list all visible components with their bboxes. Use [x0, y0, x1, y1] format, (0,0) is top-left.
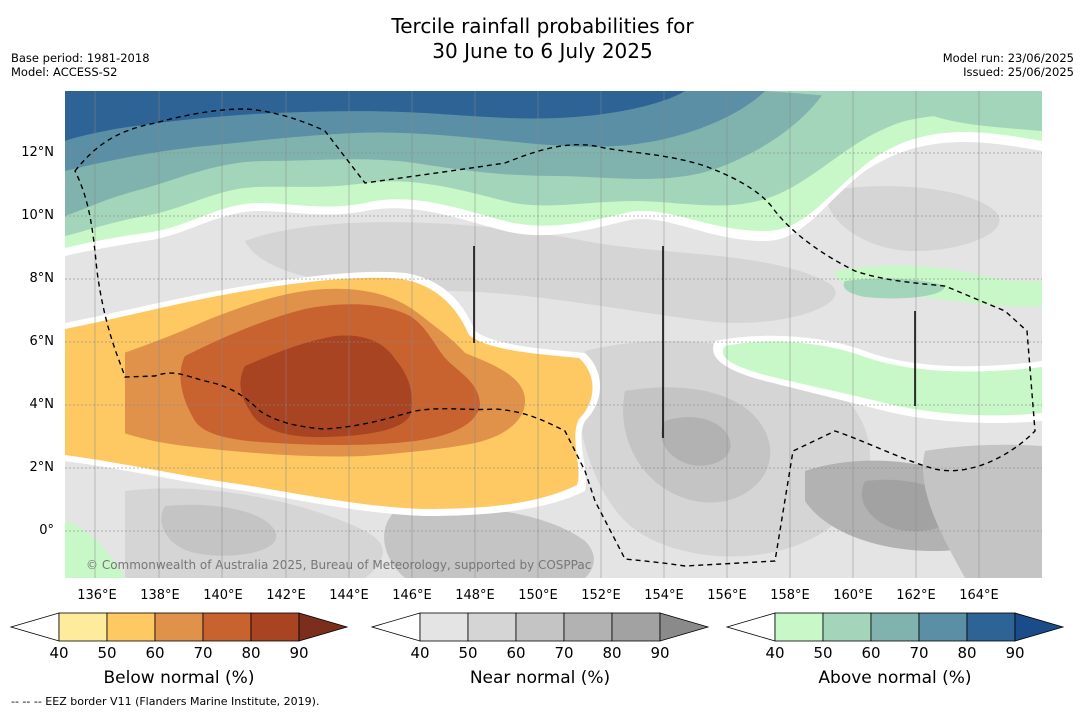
cb-near-seg-3 [515, 612, 565, 642]
colorbar-near-normal [371, 612, 709, 642]
cb-below-tick: 90 [289, 644, 309, 662]
cb-below-seg-4 [202, 612, 252, 642]
cb-near-seg-0 [371, 612, 421, 642]
meta-right: Model run: 23/06/2025 Issued: 25/06/2025 [943, 51, 1074, 79]
cb-above-tick: 50 [813, 644, 833, 662]
lon-label: 136°E [77, 588, 117, 603]
colorbar-title-near: Near normal (%) [469, 668, 611, 688]
cb-below-tick: 40 [49, 644, 69, 662]
cb-above-seg-0 [726, 612, 776, 642]
cb-above-tick: 90 [1005, 644, 1025, 662]
lon-label: 144°E [329, 588, 369, 603]
title-line-2: 30 June to 6 July 2025 [432, 39, 653, 63]
cb-above-seg-6 [1014, 612, 1064, 642]
rainfall-map-svg [65, 91, 1042, 578]
cb-above-tick: 70 [909, 644, 929, 662]
near-normal-patches [125, 186, 1042, 578]
cb-near-seg-6 [659, 612, 709, 642]
lat-gridlines [65, 152, 1042, 532]
lon-label: 162°E [896, 588, 936, 603]
cb-near-seg-2 [467, 612, 517, 642]
eez-border [74, 108, 1036, 567]
model-run: Model run: 23/06/2025 [942, 51, 1074, 65]
lon-label: 160°E [833, 588, 873, 603]
lat-label: 12°N [21, 145, 54, 160]
cb-below-seg-1 [58, 612, 108, 642]
cb-above-seg-3 [870, 612, 920, 642]
colorbar-title-below: Below normal (%) [103, 668, 255, 688]
lon-label: 150°E [518, 588, 558, 603]
lon-label: 142°E [266, 588, 306, 603]
eez-marker-lines [473, 246, 916, 438]
cb-above-seg-4 [918, 612, 968, 642]
lon-label: 140°E [203, 588, 243, 603]
title-line-1: Tercile rainfall probabilities for [391, 14, 694, 38]
lat-label: 10°N [21, 208, 54, 223]
cb-near-seg-4 [563, 612, 613, 642]
cb-below-tick: 80 [241, 644, 261, 662]
lon-label: 152°E [581, 588, 621, 603]
lon-label: 138°E [140, 588, 180, 603]
cb-near-tick: 60 [506, 644, 526, 662]
meta-left: Base period: 1981-2018 Model: ACCESS-S2 [11, 51, 150, 79]
cb-near-tick: 70 [554, 644, 574, 662]
base-period: Base period: 1981-2018 [11, 51, 150, 65]
cb-near-tick: 40 [410, 644, 430, 662]
cb-above-tick: 60 [861, 644, 881, 662]
cb-above-tick: 40 [765, 644, 785, 662]
cb-near-tick: 50 [458, 644, 478, 662]
lat-label: 6°N [29, 334, 55, 349]
cb-below-seg-3 [154, 612, 204, 642]
lon-label: 156°E [707, 588, 747, 603]
lon-label: 164°E [959, 588, 999, 603]
below-normal-region [65, 271, 600, 516]
cb-below-tick: 50 [97, 644, 117, 662]
model-name: Model: ACCESS-S2 [11, 65, 118, 79]
cb-above-tick: 80 [957, 644, 977, 662]
lat-label: 8°N [29, 271, 55, 286]
colorbar-above-normal [726, 612, 1064, 642]
cb-near-tick: 80 [602, 644, 622, 662]
map-title: Tercile rainfall probabilities for 30 Ju… [0, 14, 1085, 64]
lon-label: 154°E [644, 588, 684, 603]
lon-label: 158°E [770, 588, 810, 603]
above-normal-east [65, 265, 1042, 578]
map-credit: © Commonwealth of Australia 2025, Bureau… [86, 558, 592, 572]
above-normal-region [65, 91, 1042, 256]
cb-above-seg-1 [774, 612, 824, 642]
lon-label: 146°E [392, 588, 432, 603]
eez-footnote: -- -- -- EEZ border V11 (Flanders Marine… [11, 695, 320, 708]
cb-near-tick: 90 [650, 644, 670, 662]
lat-label: 2°N [29, 460, 55, 475]
cb-below-seg-6 [298, 612, 348, 642]
cb-below-seg-0 [10, 612, 60, 642]
cb-below-seg-2 [106, 612, 156, 642]
cb-above-seg-5 [966, 612, 1016, 642]
issued-date: Issued: 25/06/2025 [963, 65, 1074, 79]
cb-above-seg-2 [822, 612, 872, 642]
colorbar-title-above: Above normal (%) [818, 668, 972, 688]
cb-near-seg-1 [419, 612, 469, 642]
rainfall-map [65, 91, 1042, 578]
cb-below-seg-5 [250, 612, 300, 642]
lat-label: 0° [39, 523, 54, 538]
lon-label: 148°E [455, 588, 495, 603]
cb-below-tick: 60 [145, 644, 165, 662]
lat-label: 4°N [29, 397, 55, 412]
cb-below-tick: 70 [193, 644, 213, 662]
cb-near-seg-5 [611, 612, 661, 642]
lon-gridlines [94, 91, 980, 578]
colorbar-below-normal [10, 612, 348, 642]
